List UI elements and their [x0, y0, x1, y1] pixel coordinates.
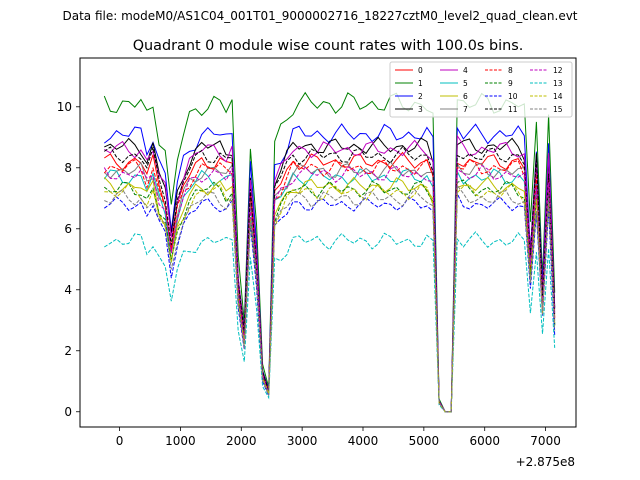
series-line-7: [103, 161, 556, 413]
legend-label-1: 1: [418, 79, 423, 88]
x-tick-label: 3000: [287, 434, 318, 448]
chart-suptitle: Data file: modeM0/AS1C04_001T01_90000027…: [62, 9, 577, 23]
series-line-9: [103, 179, 556, 413]
legend-label-7: 7: [463, 105, 468, 114]
legend-label-14: 14: [553, 92, 563, 101]
legend-label-10: 10: [508, 92, 518, 101]
y-tick-label: 2: [64, 344, 72, 358]
series-line-8: [103, 157, 556, 413]
x-tick-label: 1000: [165, 434, 196, 448]
x-tick-label: 5000: [409, 434, 440, 448]
series-line-3: [104, 136, 556, 413]
y-tick-label: 4: [64, 283, 72, 297]
legend-label-8: 8: [508, 66, 513, 75]
legend-label-6: 6: [463, 92, 468, 101]
series-group: [103, 91, 556, 413]
series-line-6: [103, 176, 556, 413]
legend-box: [389, 61, 573, 118]
y-tick-label: 8: [64, 161, 72, 175]
y-tick-label: 10: [57, 100, 72, 114]
x-tick-label: 2000: [226, 434, 257, 448]
legend-label-4: 4: [463, 66, 468, 75]
x-tick-label: 4000: [348, 434, 379, 448]
series-line-15: [104, 184, 556, 413]
legend-label-15: 15: [553, 105, 563, 114]
legend-label-12: 12: [553, 66, 563, 75]
series-line-12: [103, 164, 556, 413]
series-line-2: [103, 123, 556, 413]
x-tick-label: 7000: [530, 434, 561, 448]
y-tick-label: 0: [64, 405, 72, 419]
x-offset-label: +2.875e8: [516, 455, 575, 469]
axis-ticks: 0 1000 2000 3000 4000 5000 6000 7000 0 2 4 6 8 10: [57, 100, 561, 448]
chart-title: Quadrant 0 module wise count rates with …: [133, 38, 524, 54]
legend-label-0: 0: [418, 66, 423, 75]
x-tick-label: 0: [116, 434, 124, 448]
series-line-11: [104, 146, 556, 413]
legend-label-3: 3: [418, 105, 423, 114]
legend-label-5: 5: [463, 79, 468, 88]
axes-frame: [79, 57, 577, 428]
x-tick-label: 6000: [469, 434, 500, 448]
series-line-14: [104, 182, 556, 413]
legend-label-11: 11: [508, 105, 518, 114]
y-tick-label: 6: [64, 222, 72, 236]
legend-label-2: 2: [418, 92, 423, 101]
axes-background: [80, 58, 576, 427]
legend-label-13: 13: [553, 79, 563, 88]
legend-label-9: 9: [508, 79, 513, 88]
series-line-10: [104, 193, 556, 413]
series-line-4: [104, 134, 556, 413]
